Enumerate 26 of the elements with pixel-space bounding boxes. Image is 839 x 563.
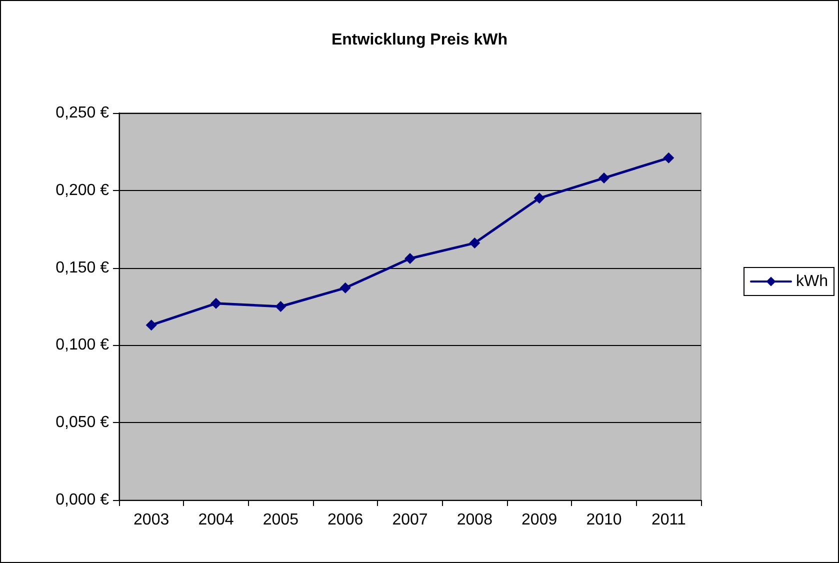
point [534, 192, 545, 204]
x-tick-label: 2008 [456, 512, 493, 528]
x-tick-label: 2010 [586, 512, 622, 528]
point [404, 253, 416, 264]
point [275, 301, 286, 312]
point [210, 298, 222, 309]
legend-label: kWh [796, 273, 828, 290]
x-tick-label: 2005 [262, 512, 299, 528]
x-tick-label: 2003 [134, 512, 170, 528]
point [340, 282, 351, 294]
y-tick-label: 0,100 € [56, 336, 110, 354]
x-tick-label: 2004 [198, 512, 234, 528]
y-tick-label: 0,000 € [56, 492, 110, 508]
y-tick-label: 0,250 € [56, 104, 110, 122]
y-tick-label: 0,200 € [56, 182, 110, 199]
point [598, 172, 610, 184]
chart-title: Entwicklung Preis kWh [331, 32, 508, 48]
point [146, 320, 157, 331]
y-tick-label: 0,150 € [56, 259, 110, 276]
x-tick-label: 2009 [522, 512, 558, 528]
point [469, 238, 480, 249]
point [663, 152, 674, 164]
y-tick-label: 0,050 € [56, 414, 110, 432]
x-tick-label: 2006 [328, 512, 364, 528]
x-tick-label: 2011 [651, 512, 686, 528]
x-tick-label: 2007 [392, 512, 428, 528]
